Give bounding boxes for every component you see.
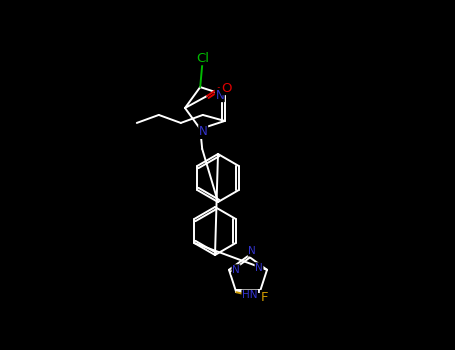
Text: N: N [199,125,207,138]
Text: O: O [222,82,232,95]
Text: HN: HN [242,290,258,300]
Text: N: N [248,246,256,256]
Text: F: F [261,291,268,304]
Text: Cl: Cl [197,51,210,65]
Text: N: N [232,265,240,275]
Text: N: N [215,89,224,101]
Text: N: N [255,263,263,273]
